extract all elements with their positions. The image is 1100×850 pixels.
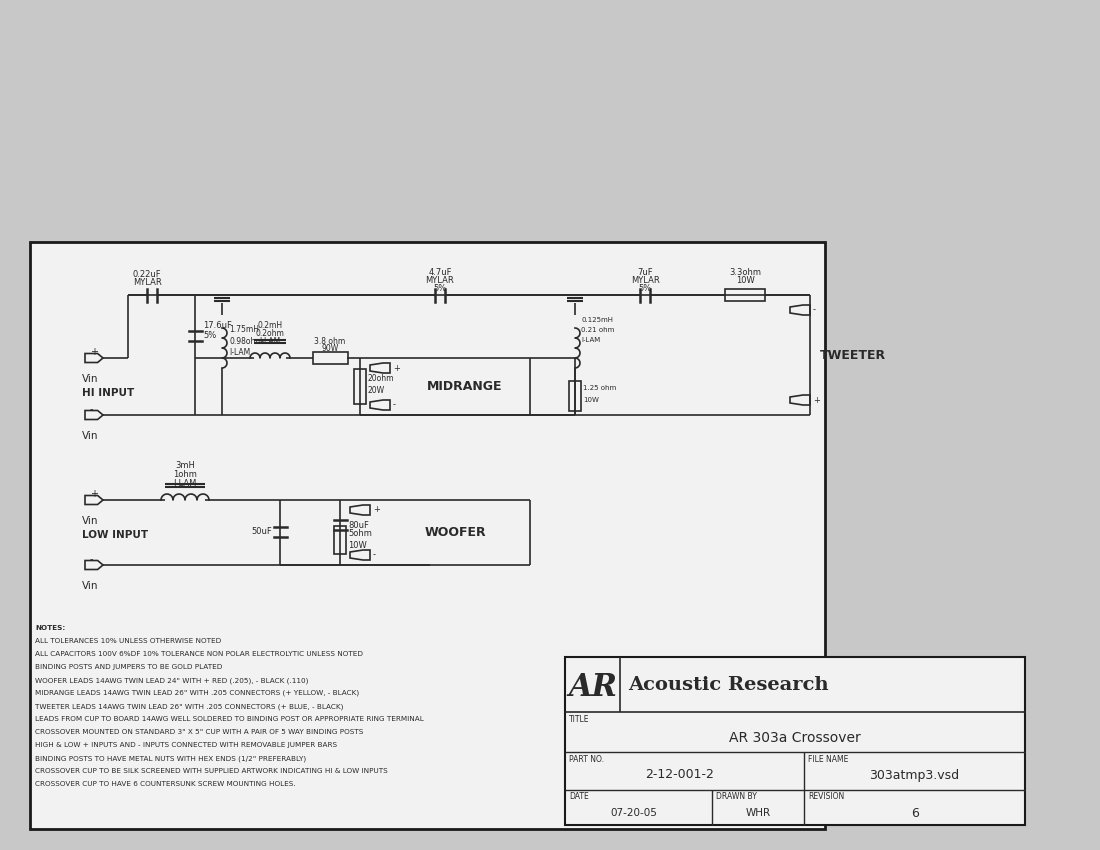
Text: Vin: Vin (82, 431, 99, 441)
Text: Vin: Vin (82, 581, 99, 591)
Text: 6: 6 (911, 807, 918, 820)
Text: 7uF: 7uF (637, 268, 652, 277)
Polygon shape (790, 395, 810, 405)
Text: 0.21 ohm: 0.21 ohm (581, 327, 615, 333)
Text: -: - (90, 404, 94, 414)
Text: TWEETER LEADS 14AWG TWIN LEAD 26" WITH .205 CONNECTORS (+ BLUE, - BLACK): TWEETER LEADS 14AWG TWIN LEAD 26" WITH .… (35, 703, 343, 710)
Polygon shape (370, 363, 390, 373)
Polygon shape (85, 354, 103, 362)
Text: HIGH & LOW + INPUTS AND - INPUTS CONNECTED WITH REMOVABLE JUMPER BARS: HIGH & LOW + INPUTS AND - INPUTS CONNECT… (35, 742, 337, 748)
Bar (312, 352, 348, 364)
Text: REVISION: REVISION (808, 792, 845, 801)
Text: 0.2mH: 0.2mH (257, 321, 283, 330)
Bar (569, 381, 581, 411)
Text: 3.3ohm: 3.3ohm (729, 268, 761, 277)
Text: 0.2ohm: 0.2ohm (255, 329, 285, 338)
Text: CROSSOVER CUP TO BE SILK SCREENED WITH SUPPLIED ARTWORK INDICATING HI & LOW INPU: CROSSOVER CUP TO BE SILK SCREENED WITH S… (35, 768, 387, 774)
Text: CROSSOVER MOUNTED ON STANDARD 3" X 5" CUP WITH A PAIR OF 5 WAY BINDING POSTS: CROSSOVER MOUNTED ON STANDARD 3" X 5" CU… (35, 729, 363, 735)
Text: PART NO.: PART NO. (569, 755, 604, 764)
Text: 20W: 20W (368, 386, 385, 394)
Text: WOOFER: WOOFER (425, 525, 486, 539)
Text: BINDING POSTS TO HAVE METAL NUTS WITH HEX ENDS (1/2" PREFERABLY): BINDING POSTS TO HAVE METAL NUTS WITH HE… (35, 755, 306, 762)
Bar (725, 289, 764, 301)
Polygon shape (790, 305, 810, 315)
Text: ALL CAPACITORS 100V 6%DF 10% TOLERANCE NON POLAR ELECTROLYTIC UNLESS NOTED: ALL CAPACITORS 100V 6%DF 10% TOLERANCE N… (35, 651, 363, 657)
Text: 50uF: 50uF (251, 528, 272, 536)
Text: 0.98ohm: 0.98ohm (229, 337, 263, 345)
Text: -: - (813, 305, 816, 314)
Text: 1.75mH: 1.75mH (229, 326, 258, 335)
Text: 0.125mH: 0.125mH (581, 317, 613, 323)
Polygon shape (350, 505, 370, 515)
Polygon shape (85, 411, 103, 420)
Text: MIDRANGE LEADS 14AWG TWIN LEAD 26" WITH .205 CONNECTORS (+ YELLOW, - BLACK): MIDRANGE LEADS 14AWG TWIN LEAD 26" WITH … (35, 690, 359, 696)
Polygon shape (85, 560, 103, 570)
Text: 5%: 5% (433, 284, 447, 293)
Text: AR 303a Crossover: AR 303a Crossover (729, 731, 861, 745)
Text: 90W: 90W (321, 344, 339, 353)
Text: 5%: 5% (204, 332, 217, 341)
Text: DATE: DATE (569, 792, 589, 801)
Text: MYLAR: MYLAR (426, 276, 454, 285)
Text: Acoustic Research: Acoustic Research (628, 676, 828, 694)
Text: 5ohm: 5ohm (348, 530, 372, 539)
Text: +: + (373, 506, 380, 514)
Text: I-LAM: I-LAM (260, 337, 280, 346)
Text: 07-20-05: 07-20-05 (610, 808, 658, 819)
Text: 1ohm: 1ohm (173, 470, 197, 479)
Text: 10W: 10W (736, 276, 755, 285)
Text: +: + (393, 364, 400, 372)
Text: DRAWN BY: DRAWN BY (716, 792, 757, 801)
Text: 1.25 ohm: 1.25 ohm (583, 385, 616, 391)
Text: AR: AR (569, 672, 617, 703)
Text: 17.6uF: 17.6uF (204, 321, 232, 331)
Text: BINDING POSTS AND JUMPERS TO BE GOLD PLATED: BINDING POSTS AND JUMPERS TO BE GOLD PLA… (35, 664, 222, 670)
Polygon shape (85, 496, 103, 505)
Bar (30, 242, 825, 829)
Text: CROSSOVER CUP TO HAVE 6 COUNTERSUNK SCREW MOUNTING HOLES.: CROSSOVER CUP TO HAVE 6 COUNTERSUNK SCRE… (35, 781, 296, 787)
Text: WHR: WHR (746, 808, 771, 819)
Text: 20ohm: 20ohm (368, 373, 395, 382)
Text: LEADS FROM CUP TO BOARD 14AWG WELL SOLDERED TO BINDING POST OR APPROPRIATE RING : LEADS FROM CUP TO BOARD 14AWG WELL SOLDE… (35, 716, 423, 722)
Text: ALL TOLERANCES 10% UNLESS OTHERWISE NOTED: ALL TOLERANCES 10% UNLESS OTHERWISE NOTE… (35, 638, 221, 644)
Text: 80uF: 80uF (348, 520, 369, 530)
Text: HI INPUT: HI INPUT (82, 388, 134, 398)
Text: Vin: Vin (82, 374, 99, 384)
Text: TWEETER: TWEETER (820, 348, 887, 361)
Text: FILE NAME: FILE NAME (808, 755, 848, 764)
Text: TITLE: TITLE (569, 715, 590, 724)
Text: +: + (90, 347, 98, 357)
Text: 303atmp3.vsd: 303atmp3.vsd (869, 768, 959, 781)
Text: -: - (373, 551, 376, 559)
Bar (354, 369, 366, 404)
Text: 4.7uF: 4.7uF (428, 268, 452, 277)
Text: 10W: 10W (348, 541, 366, 551)
Text: 10W: 10W (583, 397, 598, 403)
Text: MYLAR: MYLAR (133, 278, 162, 287)
Text: -: - (90, 554, 94, 564)
Text: MIDRANGE: MIDRANGE (427, 379, 503, 393)
Text: 2-12-001-2: 2-12-001-2 (646, 768, 714, 781)
Text: -: - (393, 400, 396, 410)
Text: MYLAR: MYLAR (630, 276, 659, 285)
Text: WOOFER LEADS 14AWG TWIN LEAD 24" WITH + RED (.205), - BLACK (.110): WOOFER LEADS 14AWG TWIN LEAD 24" WITH + … (35, 677, 308, 683)
Text: 5%: 5% (638, 284, 651, 293)
Text: Vin: Vin (82, 516, 99, 526)
Polygon shape (350, 550, 370, 560)
Text: 3.8 ohm: 3.8 ohm (315, 337, 345, 346)
Text: 3mH: 3mH (175, 461, 195, 470)
Text: +: + (813, 395, 820, 405)
Text: +: + (90, 489, 98, 499)
Text: I-LAM: I-LAM (229, 348, 251, 356)
Text: I-LAM: I-LAM (581, 337, 601, 343)
Bar (565, 657, 1025, 825)
Text: NOTES:: NOTES: (35, 625, 65, 631)
Text: I-LAM: I-LAM (174, 479, 197, 488)
Text: LOW INPUT: LOW INPUT (82, 530, 148, 540)
Bar (334, 526, 346, 554)
Polygon shape (370, 400, 390, 410)
Text: 0.22uF: 0.22uF (133, 270, 162, 279)
